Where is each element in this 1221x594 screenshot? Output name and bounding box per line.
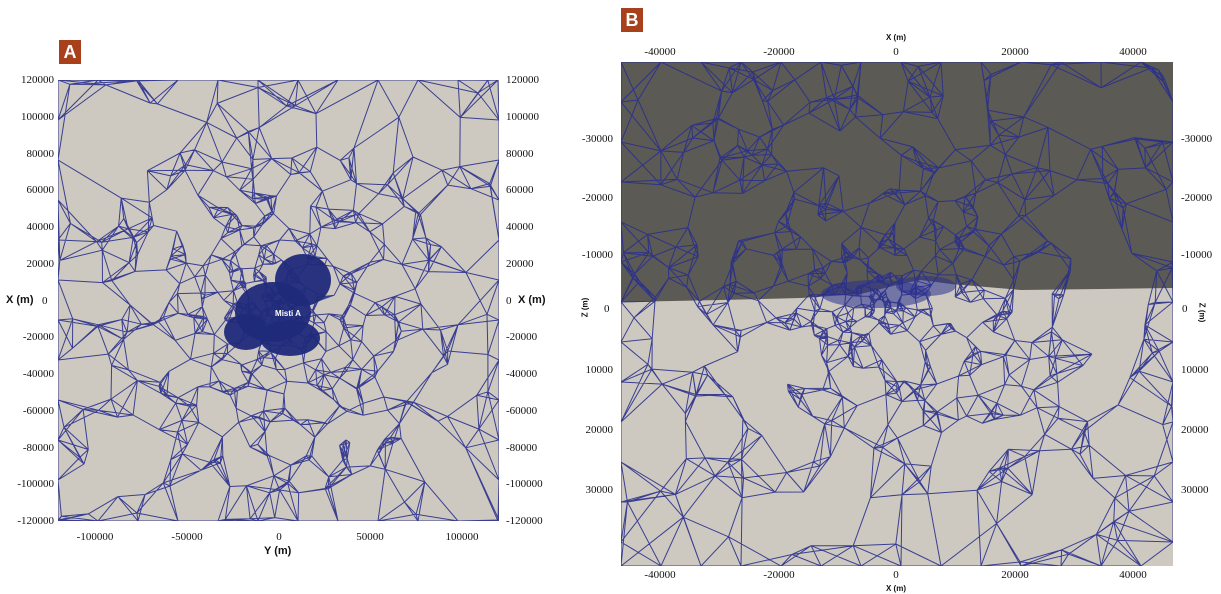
panel-a-dense-core — [224, 254, 331, 356]
panel-a-y-tick-right: 0 — [506, 294, 512, 307]
panel-a-x-tick: 50000 — [356, 531, 384, 543]
panel-a-x-tick: 100000 — [445, 531, 479, 543]
panel-a-left-axis-label: X (m) — [6, 294, 34, 306]
panel-b-z-tick-right: 20000 — [1181, 424, 1209, 436]
panel-b-z-tick-right: -10000 — [1181, 249, 1213, 261]
panel-b-x-tick-top: 20000 — [1001, 46, 1029, 58]
panel-b-x-tick-top: -40000 — [644, 46, 676, 58]
panel-b-bottom-axis-label: X (m) — [886, 584, 906, 593]
panel-a-y-tick-left: -80000 — [22, 441, 54, 454]
panel-b-z-tick-left: 30000 — [585, 484, 614, 496]
panel-a-y-tick-right: 100000 — [506, 110, 539, 123]
panel-a-x-tick: -100000 — [76, 531, 114, 543]
panel-b-x-tick-bottom: -40000 — [644, 569, 676, 581]
panel-b-top-axis-label: X (m) — [886, 33, 906, 42]
panel-a-y-tick-right: 20000 — [506, 257, 534, 270]
panel-b-z-tick-left: 0 — [604, 303, 610, 315]
misti-a-label: Misti A — [275, 309, 301, 318]
panel-b-x-tick-bottom: 0 — [893, 569, 899, 581]
panel-a-y-tick-right: -20000 — [506, 331, 538, 344]
panel-b-x-tick-top: 40000 — [1119, 46, 1147, 58]
panel-a-y-tick-left: 20000 — [26, 257, 55, 270]
panel-b-x-tick-top: -20000 — [763, 46, 795, 58]
panel-b-z-tick-left: 10000 — [585, 364, 614, 376]
panel-b-z-tick-right: 10000 — [1181, 364, 1209, 376]
panel-a-mesh: Misti A — [58, 80, 499, 521]
panel-a-y-tick-right: -60000 — [506, 404, 538, 417]
panel-a-y-tick-left: -40000 — [22, 368, 54, 380]
panel-a-y-tick-right: -80000 — [506, 441, 538, 454]
panel-a-y-tick-left: -20000 — [22, 331, 54, 344]
panel-a-y-tick-right: -120000 — [506, 515, 543, 527]
panel-b-z-tick-left: -30000 — [581, 133, 613, 145]
panel-a-x-tick: -50000 — [171, 531, 203, 543]
panel-b-x-tick-bottom: 40000 — [1119, 569, 1147, 581]
panel-a-bottom-axis-label: Y (m) — [264, 545, 292, 557]
panel-a-y-tick-right: -100000 — [506, 478, 543, 491]
panel-a-y-tick-left: 0 — [42, 294, 48, 307]
panel-b-z-tick-right: -20000 — [1181, 192, 1213, 204]
panel-b-x-tick-top: 0 — [893, 46, 899, 58]
panel-b-left-axis-label: Z (m) — [580, 297, 590, 318]
panel-a-y-tick-left: -120000 — [17, 515, 54, 527]
panel-a-x-tick: 0 — [276, 531, 282, 543]
panel-b-z-tick-left: -20000 — [581, 192, 613, 204]
panel-b-dense-core — [821, 276, 956, 308]
panel-b-z-tick-left: 20000 — [585, 424, 614, 436]
panel-b-atmosphere — [621, 62, 1173, 302]
panel-b-right-axis-label: Z (m) — [1197, 302, 1207, 323]
panel-a-y-tick-left: -100000 — [17, 478, 54, 491]
panel-a-y-tick-left: 120000 — [21, 74, 54, 86]
panel-b-z-tick-left: -10000 — [581, 249, 613, 261]
panel-a-y-tick-left: 40000 — [26, 221, 55, 233]
panel-a-y-tick-right: 80000 — [506, 147, 534, 160]
panel-b-z-tick-right: 30000 — [1181, 484, 1209, 496]
panel-b-mesh — [621, 62, 1173, 566]
panel-b-z-tick-right: -30000 — [1181, 133, 1213, 145]
panel-a-y-tick-right: -40000 — [506, 368, 538, 380]
panel-a-badge: A — [59, 40, 81, 64]
panel-b-x-tick-bottom: -20000 — [763, 569, 795, 581]
panel-b-badge: B — [621, 8, 643, 32]
panel-b-x-tick-bottom: 20000 — [1001, 569, 1029, 581]
panel-b-z-tick-right: 0 — [1182, 303, 1188, 315]
panel-a-y-tick-left: -60000 — [22, 404, 54, 417]
panel-a-y-tick-right: 40000 — [506, 221, 534, 233]
panel-a-y-tick-left: 60000 — [26, 184, 55, 197]
panel-a-y-tick-right: 60000 — [506, 184, 534, 197]
panel-a-y-tick-left: 100000 — [21, 110, 54, 123]
panel-a-right-axis-label: X (m) — [518, 294, 546, 306]
panel-a-y-tick-left: 80000 — [26, 147, 55, 160]
panel-a-y-tick-right: 120000 — [506, 74, 539, 86]
